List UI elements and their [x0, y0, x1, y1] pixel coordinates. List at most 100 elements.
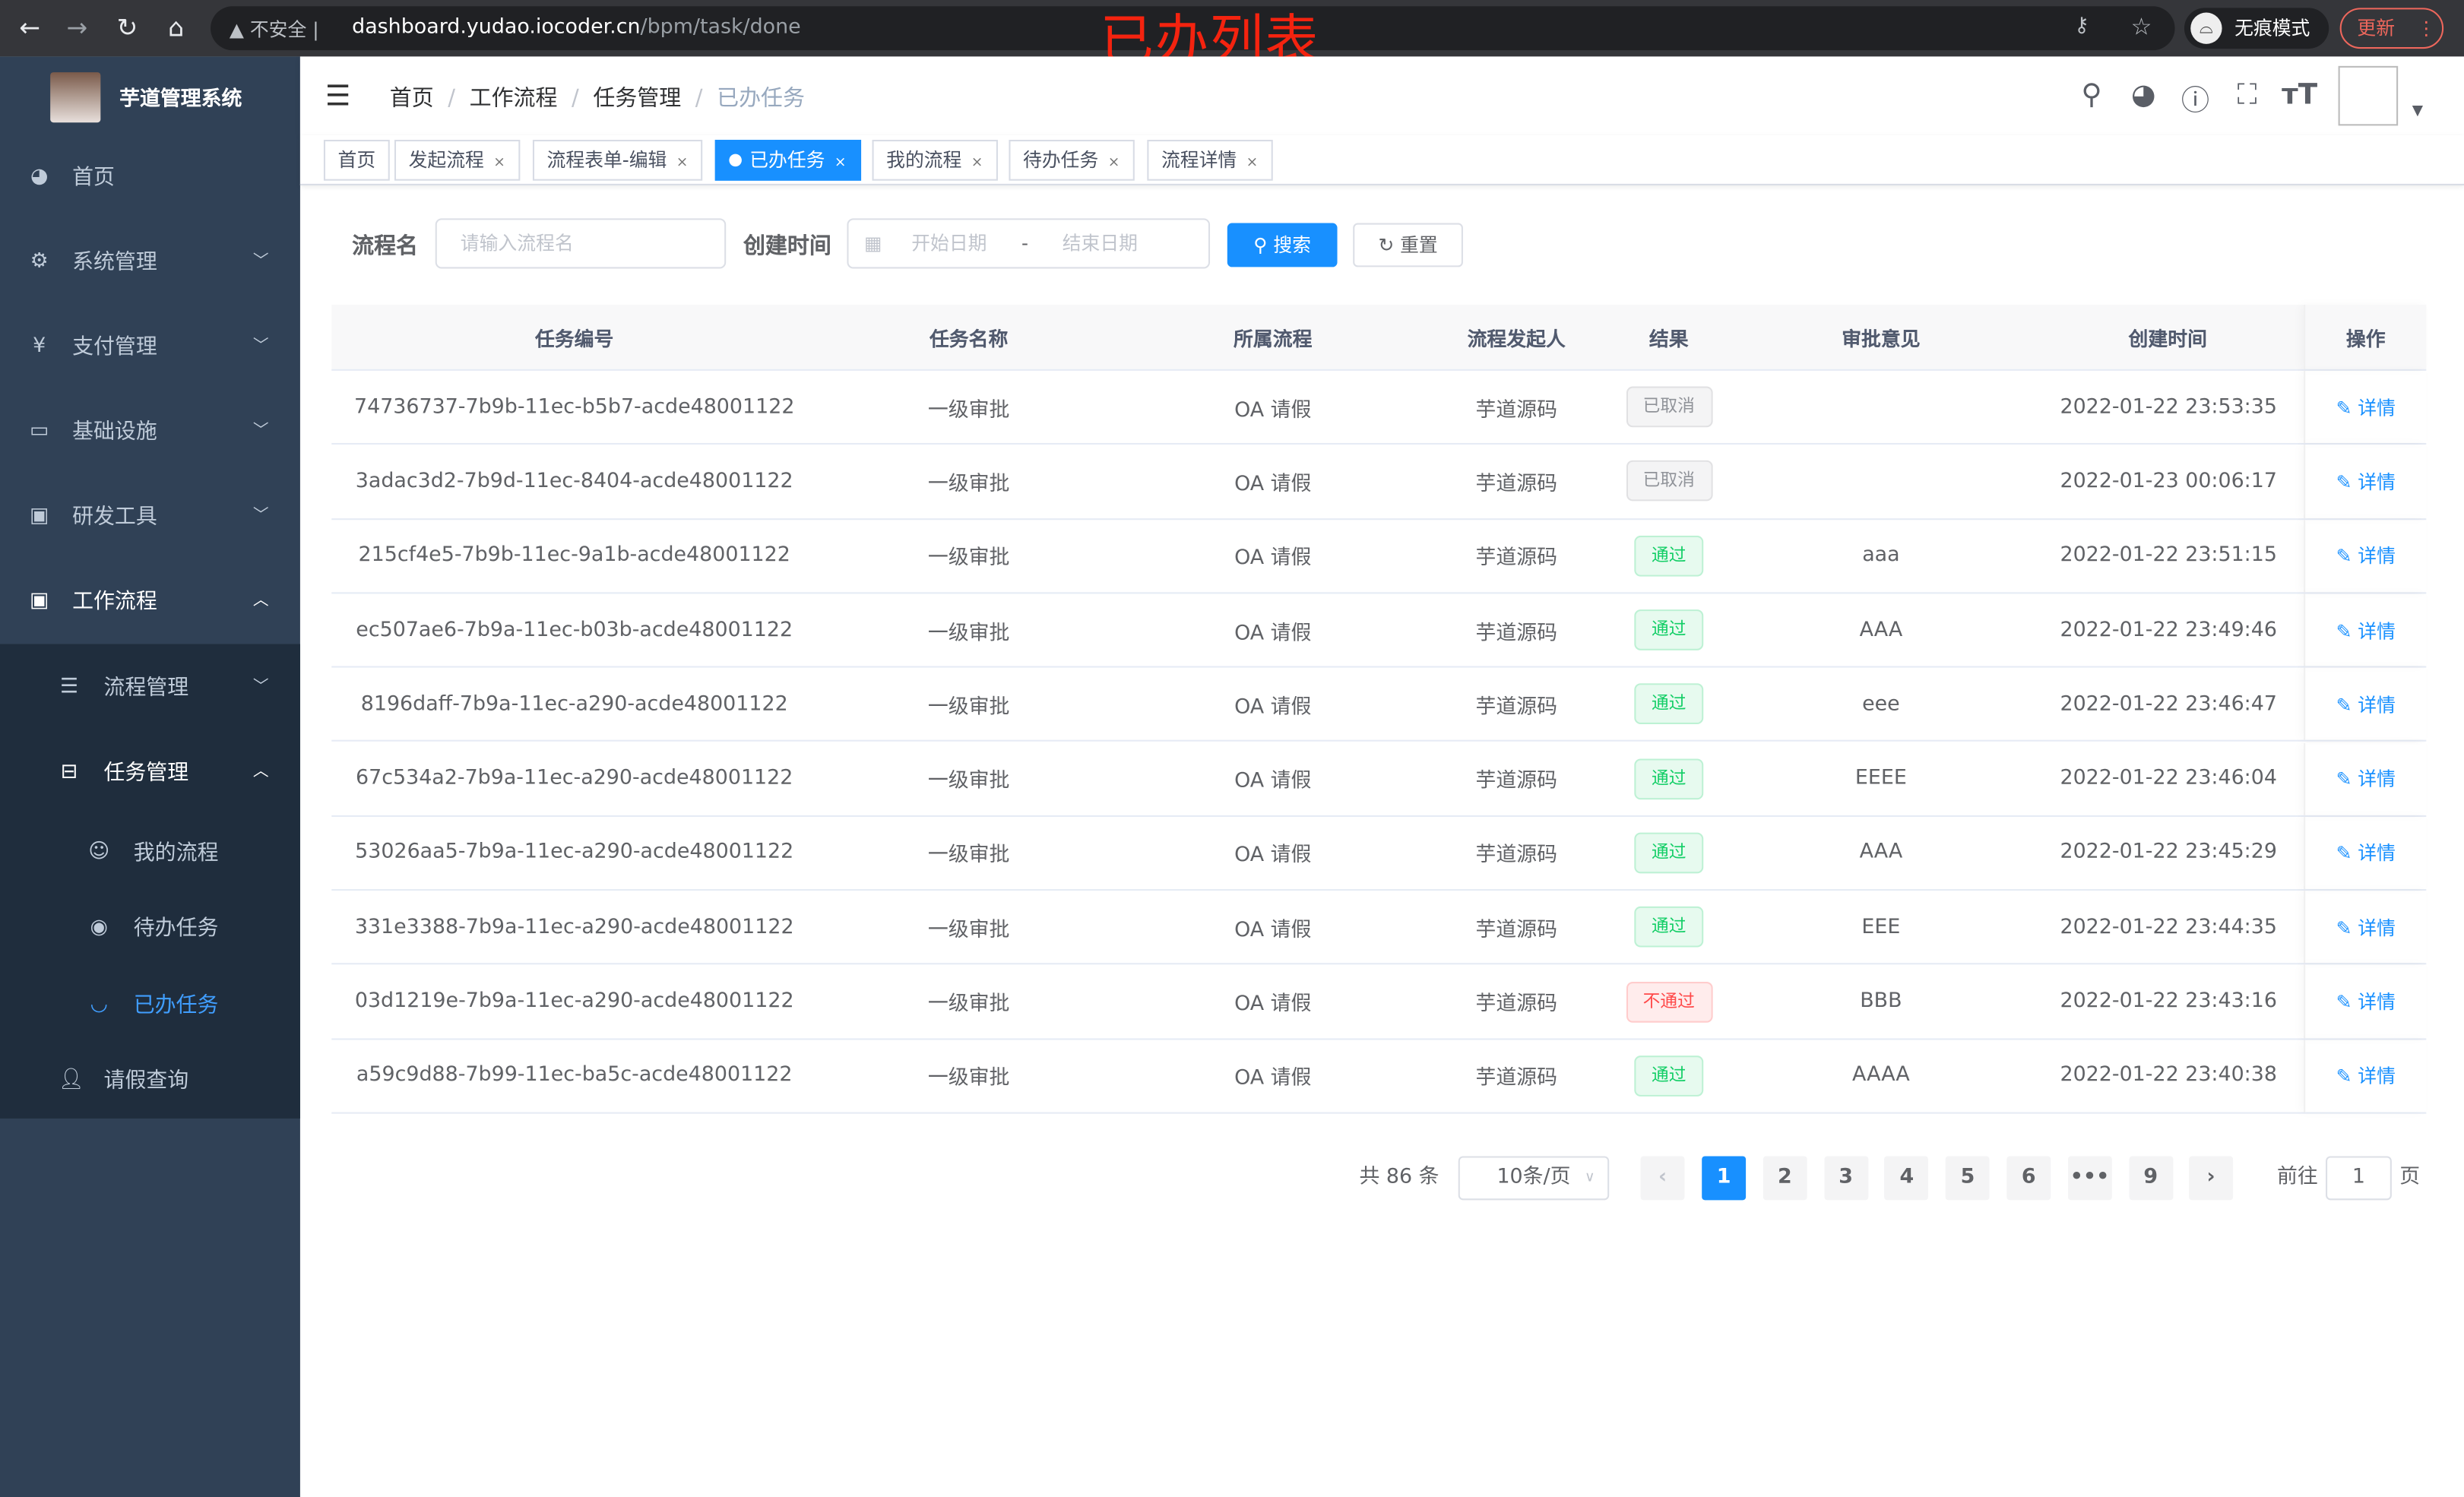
detail-label: 详情	[2358, 694, 2396, 717]
tag-done-tasks[interactable]: 已办任务 ×	[714, 139, 861, 181]
close-icon[interactable]: ×	[493, 155, 505, 172]
result-cell: 不通过	[1607, 965, 1730, 1038]
start-date-input[interactable]: 开始日期	[911, 232, 987, 255]
table-row: 3adac3d2-7b9d-11ec-8404-acde48001122 一级审批…	[331, 445, 2427, 520]
page-button[interactable]: 5	[1946, 1156, 1990, 1201]
reload-icon[interactable]: ↻	[116, 12, 138, 43]
page-button[interactable]: 1	[1702, 1156, 1747, 1201]
tag-my-process[interactable]: 我的流程 ×	[872, 139, 998, 181]
tag-process-detail[interactable]: 流程详情 ×	[1147, 139, 1272, 181]
edit-icon: ✎	[2336, 545, 2358, 568]
forward-icon[interactable]: →	[66, 12, 88, 43]
breadcrumb-item[interactable]: 任务管理	[593, 86, 682, 112]
detail-button[interactable]: ✎ 详情	[2336, 1062, 2396, 1089]
task-name-cell: 一级审批	[927, 992, 1010, 1017]
breadcrumb-item[interactable]: 工作流程	[469, 86, 558, 112]
github-icon[interactable]: ◕	[2130, 78, 2156, 112]
sidebar-item-leave[interactable]: 👤︎ 请假查询	[0, 1038, 300, 1123]
detail-button[interactable]: ✎ 详情	[2336, 914, 2396, 941]
sidebar-item-system[interactable]: ⚙ 系统管理 ﹀	[0, 220, 300, 305]
search-button[interactable]: ⚲ 搜索	[1227, 223, 1338, 267]
detail-button[interactable]: ✎ 详情	[2336, 840, 2396, 866]
sidebar-item-task-mgmt[interactable]: ⊟ 任务管理 ︿	[0, 730, 300, 815]
sidebar-item-label: 任务管理	[103, 760, 189, 786]
help-icon[interactable]: ⓘ	[2181, 84, 2210, 119]
detail-button[interactable]: ✎ 详情	[2336, 468, 2396, 495]
back-icon[interactable]: ←	[19, 12, 41, 43]
star-icon[interactable]: ☆	[2130, 12, 2152, 41]
reset-button[interactable]: ↻ 重置	[1353, 223, 1463, 267]
app-title: 芋道管理系统	[119, 87, 242, 112]
sidebar-item-label: 我的流程	[133, 840, 219, 866]
detail-button[interactable]: ✎ 详情	[2336, 616, 2396, 643]
update-button[interactable]: 更新 ⋮	[2339, 8, 2444, 49]
chevron-down-icon: ﹀	[252, 252, 269, 271]
result-cell: 通过	[1607, 891, 1730, 964]
detail-button[interactable]: ✎ 详情	[2336, 765, 2396, 792]
page-button[interactable]: 3	[1823, 1156, 1868, 1201]
search-icon[interactable]: ⚲	[2081, 78, 2102, 112]
page-button[interactable]: 9	[2128, 1156, 2173, 1201]
sidebar-item-label: 已办任务	[133, 992, 219, 1018]
incognito-icon: ⌓	[2190, 12, 2222, 44]
close-icon[interactable]: ×	[971, 155, 983, 172]
page-button[interactable]: 2	[1762, 1156, 1807, 1201]
sidebar-item-done[interactable]: ◡ 已办任务	[0, 967, 300, 1043]
url[interactable]: dashboard.yudao.iocoder.cn/bpm/task/done	[352, 16, 801, 40]
sidebar-item-todo[interactable]: ◉ 待办任务	[0, 891, 300, 966]
detail-button[interactable]: ✎ 详情	[2336, 543, 2396, 569]
close-icon[interactable]: ×	[1246, 155, 1259, 172]
status-badge: 通过	[1634, 609, 1704, 650]
font-size-icon[interactable]: тT	[2282, 78, 2318, 112]
sidebar-item-process-mgmt[interactable]: ☰ 流程管理 ﹀	[0, 646, 300, 731]
home-icon[interactable]: ⌂	[168, 12, 185, 43]
detail-button[interactable]: ✎ 详情	[2336, 691, 2396, 717]
detail-label: 详情	[2358, 619, 2396, 642]
tag-form-edit[interactable]: 流程表单-编辑 ×	[532, 139, 702, 181]
detail-button[interactable]: ✎ 详情	[2336, 988, 2396, 1014]
chevron-up-icon: ︿	[252, 763, 269, 781]
task-id-cell: 3adac3d2-7b9d-11ec-8404-acde48001122	[355, 469, 793, 493]
address-bar[interactable]: ▲ 不安全 | dashboard.yudao.iocoder.cn/bpm/t…	[211, 6, 2175, 51]
comment-cell: eee	[1862, 692, 1900, 717]
more-pages-button[interactable]: •••	[2067, 1156, 2112, 1201]
task-id-cell: 331e3388-7b9a-11ec-a290-acde48001122	[354, 915, 794, 939]
page-button[interactable]: 4	[1884, 1156, 1929, 1201]
prev-page-button[interactable]: ‹	[1640, 1156, 1685, 1201]
breadcrumb-item[interactable]: 首页	[389, 86, 434, 112]
close-icon[interactable]: ×	[834, 155, 847, 172]
sidebar-item-home[interactable]: ◕ 首页	[0, 135, 300, 220]
page-size-select[interactable]: 10条/页 ∨	[1458, 1156, 1610, 1201]
close-icon[interactable]: ×	[676, 155, 689, 172]
close-icon[interactable]: ×	[1107, 155, 1120, 172]
detail-button[interactable]: ✎ 详情	[2336, 394, 2396, 420]
fullscreen-icon[interactable]: ⛶	[2237, 78, 2257, 112]
incognito-indicator[interactable]: ⌓ 无痕模式	[2184, 8, 2329, 49]
create-time-cell: 2022-01-22 23:51:15	[2060, 543, 2277, 568]
sidebar-item-workflow[interactable]: ▣ 工作流程 ︿	[0, 559, 300, 644]
tag-home[interactable]: 首页	[323, 139, 390, 181]
key-icon[interactable]: ⚷	[2074, 14, 2089, 38]
column-header: 任务编号	[534, 326, 614, 350]
status-badge: 通过	[1634, 758, 1704, 799]
end-date-input[interactable]: 结束日期	[1062, 232, 1138, 255]
tag-start-process[interactable]: 发起流程 ×	[394, 139, 520, 181]
sidebar-item-devtools[interactable]: ▣ 研发工具 ﹀	[0, 474, 300, 559]
status-badge: 通过	[1634, 1055, 1704, 1097]
page-unit-label: 页	[2399, 1165, 2421, 1189]
avatar[interactable]	[2338, 65, 2399, 126]
process-name-input[interactable]: 请输入流程名	[435, 218, 727, 269]
sidebar-item-infra[interactable]: ▭ 基础设施 ﹀	[0, 390, 300, 475]
page-button[interactable]: 6	[2006, 1156, 2051, 1201]
user-icon: 👤︎	[58, 1068, 84, 1092]
hamburger-icon[interactable]: ☰	[325, 80, 351, 113]
sidebar-item-my-process[interactable]: ☺ 我的流程	[0, 815, 300, 891]
security-warning[interactable]: ▲ 不安全 |	[229, 18, 319, 41]
caret-down-icon[interactable]: ▼	[2412, 103, 2424, 120]
tag-todo[interactable]: 待办任务 ×	[1009, 139, 1134, 181]
task-name-cell: 一级审批	[927, 695, 1010, 720]
next-page-button[interactable]: ›	[2189, 1156, 2234, 1201]
date-range-picker[interactable]: ▦ 开始日期 - 结束日期	[847, 218, 1211, 269]
goto-page-input[interactable]: 1	[2326, 1156, 2392, 1201]
sidebar-item-pay[interactable]: ¥ 支付管理 ﹀	[0, 305, 300, 390]
